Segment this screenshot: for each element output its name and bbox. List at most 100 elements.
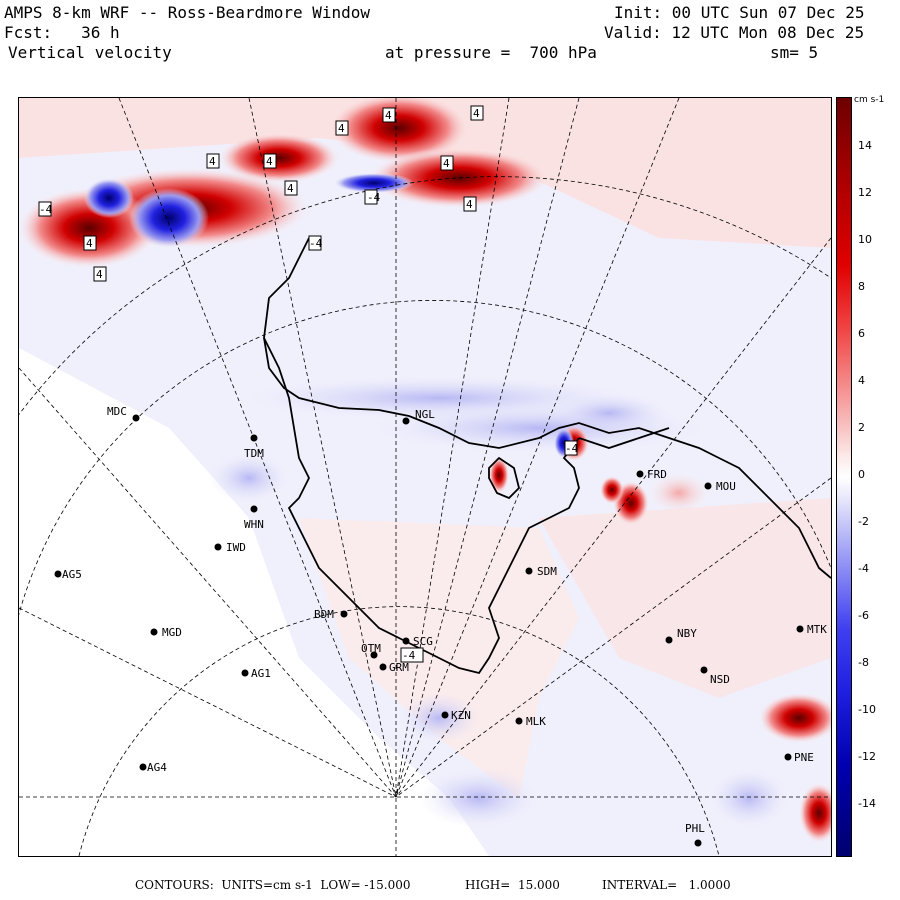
colorbar-tick: 4 [858, 374, 865, 387]
footer-contours: CONTOURS: UNITS=cm s-1 LOW= -15.000 [135, 878, 411, 892]
pressure-level: at pressure = 700 hPa [385, 43, 597, 62]
colorbar-tick: 8 [858, 280, 865, 293]
svg-text:SCG: SCG [413, 635, 433, 648]
svg-text:AG4: AG4 [147, 761, 167, 774]
footer-high: HIGH= 15.000 [465, 878, 560, 892]
station-mdc[interactable]: MDC [107, 405, 140, 422]
colorbar-tick: 12 [858, 186, 872, 199]
svg-text:4: 4 [209, 155, 216, 168]
svg-text:4: 4 [86, 237, 93, 250]
colorbar-tick: 0 [858, 468, 865, 481]
extremum-min-label: -4 [308, 235, 323, 251]
svg-text:-4: -4 [565, 442, 579, 455]
svg-text:-4: -4 [309, 237, 323, 250]
svg-text:OTM: OTM [361, 642, 381, 655]
colorbar-tick: 2 [858, 421, 865, 434]
svg-text:4: 4 [466, 198, 473, 211]
extremum-max-label: 4 [470, 105, 484, 121]
svg-text:4: 4 [473, 107, 480, 120]
station-ag4[interactable]: AG4 [139, 761, 168, 774]
svg-text:MLK: MLK [526, 715, 546, 728]
extremum-max-label: 4 [206, 153, 220, 169]
station-otm[interactable]: OTM [361, 642, 381, 659]
extremum-max-label: 4 [440, 155, 454, 171]
station-whn[interactable]: WHN [244, 505, 264, 532]
svg-text:MOU: MOU [716, 480, 736, 493]
colorbar-tick: -4 [858, 562, 869, 575]
coastline [263, 237, 831, 675]
colorbar-tick: -6 [858, 609, 869, 622]
station-sdm[interactable]: SDM [525, 565, 558, 578]
station-bdm[interactable]: BDM [314, 608, 348, 621]
extremum-max-label: 4 [263, 153, 277, 169]
station-nsd[interactable]: NSD [700, 666, 730, 687]
svg-text:BDM: BDM [314, 608, 334, 621]
colorbar-units: cm s-1 [854, 95, 885, 105]
extremum-max-label: 4 [284, 180, 298, 196]
station-mou[interactable]: MOU [704, 480, 736, 493]
svg-text:PNE: PNE [794, 751, 814, 764]
extrema-labels: 4 4 4 4 4 4 4 4 4 4 -4 -4 -4 -4 -4 [38, 105, 579, 663]
svg-text:4: 4 [385, 109, 392, 122]
station-ag1[interactable]: AG1 [241, 667, 271, 680]
extremum-max-label: 4 [335, 120, 349, 136]
extremum-max-label: 4 [83, 235, 97, 251]
svg-text:TDM: TDM [244, 447, 264, 460]
valid-time: Valid: 12 UTC Mon 08 Dec 25 [604, 23, 865, 42]
station-ngl[interactable]: NGL [402, 408, 436, 425]
svg-text:PHL: PHL [685, 822, 705, 835]
station-nby[interactable]: NBY [665, 627, 698, 644]
svg-text:AG5: AG5 [62, 568, 82, 581]
extremum-min-label: -4 [38, 201, 53, 217]
svg-text:MDC: MDC [107, 405, 127, 418]
map-panel: 4 4 4 4 4 4 4 4 4 4 -4 -4 -4 -4 -4 MDC T… [18, 97, 832, 857]
colorbar-tick: -8 [858, 656, 869, 669]
colorbar [836, 97, 852, 857]
colorbar-tick: 10 [858, 233, 872, 246]
colorbar-tick: -2 [858, 515, 869, 528]
svg-text:GRM: GRM [389, 661, 409, 674]
station-mtk[interactable]: MTK [796, 623, 828, 636]
station-scg[interactable]: SCG [402, 635, 433, 648]
station-frd[interactable]: FRD [636, 468, 667, 481]
station-tdm[interactable]: TDM [244, 434, 264, 461]
svg-text:4: 4 [287, 182, 294, 195]
smoothing-value: sm= 5 [770, 43, 819, 62]
footer-interval: INTERVAL= 1.0000 [602, 878, 731, 892]
colorbar-tick: 14 [858, 139, 872, 152]
colorbar-tick: -12 [858, 750, 876, 763]
map-canvas: 4 4 4 4 4 4 4 4 4 4 -4 -4 -4 -4 -4 MDC T… [19, 98, 831, 856]
svg-text:NBY: NBY [677, 627, 697, 640]
station-phl[interactable]: PHL [685, 822, 705, 847]
station-mlk[interactable]: MLK [515, 715, 547, 728]
svg-text:-4: -4 [39, 203, 53, 216]
extremum-max-label: 4 [93, 266, 107, 282]
svg-text:NSD: NSD [710, 673, 730, 686]
colorbar-tick: 6 [858, 327, 865, 340]
svg-text:SDM: SDM [537, 565, 557, 578]
svg-text:MTK: MTK [807, 623, 827, 636]
svg-text:4: 4 [338, 122, 345, 135]
svg-text:4: 4 [443, 157, 450, 170]
colorbar-tick: -14 [858, 797, 876, 810]
station-grm[interactable]: GRM [379, 661, 410, 674]
map-title: AMPS 8-km WRF -- Ross-Beardmore Window [4, 3, 371, 22]
station-kzn[interactable]: KZN [441, 709, 471, 722]
extremum-min-label: -4 [564, 440, 579, 456]
latlon-grid [19, 98, 831, 856]
station-pne[interactable]: PNE [784, 751, 814, 764]
svg-text:WHN: WHN [244, 518, 264, 531]
station-iwd[interactable]: IWD [214, 541, 246, 554]
svg-text:KZN: KZN [451, 709, 471, 722]
svg-text:AG1: AG1 [251, 667, 271, 680]
station-ag5[interactable]: AG5 [54, 568, 82, 581]
svg-text:FRD: FRD [647, 468, 667, 481]
svg-text:-4: -4 [367, 191, 381, 204]
svg-text:IWD: IWD [226, 541, 246, 554]
svg-text:4: 4 [266, 155, 273, 168]
colorbar-tick: -10 [858, 703, 876, 716]
svg-text:-4: -4 [402, 649, 416, 662]
svg-text:4: 4 [96, 268, 103, 281]
init-time: Init: 00 UTC Sun 07 Dec 25 [614, 3, 865, 22]
station-mgd[interactable]: MGD [150, 626, 182, 639]
